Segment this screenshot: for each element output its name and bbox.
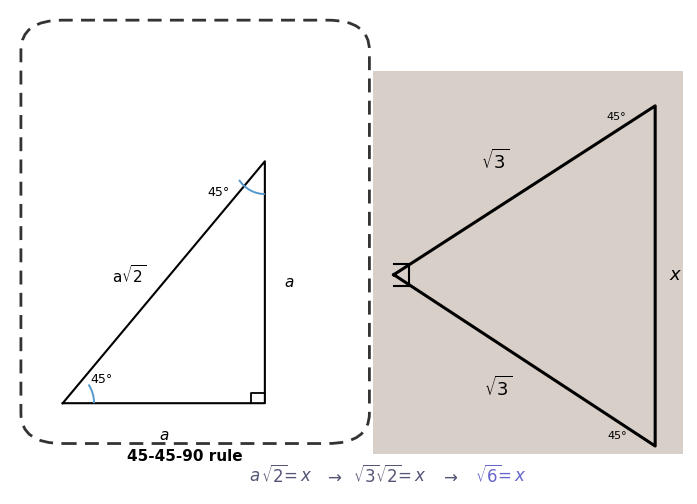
Text: $= x$: $= x$	[280, 467, 312, 485]
Text: $a$: $a$	[249, 467, 260, 485]
Text: $\sqrt{6}$: $\sqrt{6}$	[475, 465, 501, 487]
Text: $x$: $x$	[669, 266, 682, 284]
Text: $\rightarrow$: $\rightarrow$	[441, 467, 459, 485]
Text: $\sqrt{2}$: $\sqrt{2}$	[375, 465, 401, 487]
Text: $\sqrt{3}$: $\sqrt{3}$	[484, 376, 512, 400]
Text: $\rightarrow$: $\rightarrow$	[324, 467, 342, 485]
Text: a: a	[159, 428, 169, 444]
Text: $\sqrt{3}$: $\sqrt{3}$	[481, 149, 509, 173]
Text: a$\sqrt{2}$: a$\sqrt{2}$	[112, 264, 146, 286]
Text: $\sqrt{3}$: $\sqrt{3}$	[353, 465, 379, 487]
Text: a: a	[284, 275, 294, 290]
Text: 45°: 45°	[608, 431, 627, 441]
FancyBboxPatch shape	[21, 20, 369, 444]
Text: 45°: 45°	[208, 186, 230, 200]
Text: 45°: 45°	[91, 372, 113, 386]
Text: $= x$: $= x$	[394, 467, 426, 485]
Text: 45-45-90 rule: 45-45-90 rule	[127, 449, 243, 464]
Text: $\sqrt{2}$: $\sqrt{2}$	[261, 465, 287, 487]
Bar	[373, 71, 683, 454]
Text: 45°: 45°	[606, 112, 626, 122]
Text: $= x$: $= x$	[494, 467, 526, 485]
